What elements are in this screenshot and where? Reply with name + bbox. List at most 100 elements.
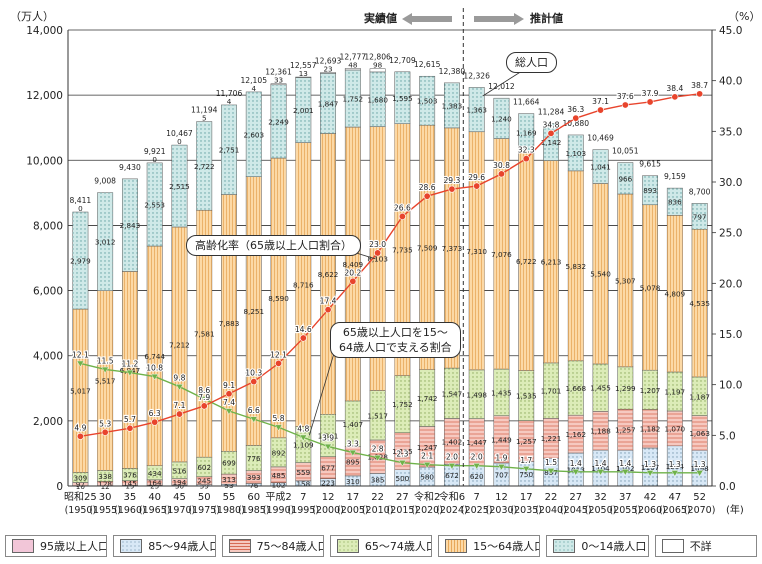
bar-value-label: 2,603 <box>243 130 264 139</box>
line-value-label: 2.0 <box>446 453 458 462</box>
line-point <box>76 360 85 368</box>
line-point <box>646 470 654 477</box>
bar-total-label: 12,777 <box>340 52 367 61</box>
x-tick-year-label: (1950) <box>65 505 97 516</box>
x-tick-year-label: (2030) <box>486 505 518 516</box>
bar-segment-pattern <box>394 71 411 124</box>
bar-segment-pattern <box>171 478 188 486</box>
bar-segment <box>369 68 386 73</box>
bar-segment-pattern <box>419 467 435 486</box>
bar-value-label: 8,622 <box>318 270 339 279</box>
bar-value-label: 8,251 <box>243 307 264 316</box>
bar-segment-pattern <box>667 371 683 411</box>
bar-segment-pattern <box>270 84 287 159</box>
x-tick-year-label: (2010) <box>362 505 394 516</box>
x-tick-year-label: (2020) <box>411 505 443 516</box>
bar-value-label: 4 <box>227 97 232 106</box>
x-tick-year-label: (1995) <box>288 505 320 516</box>
x-tick-year-label: (1960) <box>114 505 146 516</box>
bar-segment-pattern <box>345 69 361 128</box>
bar-total-label: 12,326 <box>463 71 490 80</box>
x-tick-label: 55 <box>223 492 236 503</box>
bar-value-label: 797 <box>693 212 707 221</box>
bar-segment-pattern <box>270 437 287 467</box>
line-point <box>497 170 505 178</box>
bar-segment-pattern <box>469 369 485 419</box>
aging-rate-label: 高齢化率（65歳以上人口割合） <box>195 239 352 252</box>
bar-segment-pattern <box>270 158 287 438</box>
bar-value-label: 6,722 <box>516 257 537 266</box>
line-value-label: 30.8 <box>493 161 510 170</box>
line-point <box>646 98 654 106</box>
bar-segment-pattern <box>295 142 311 427</box>
x-tick-year-label: (2055) <box>610 505 642 516</box>
bar-segment-pattern <box>97 470 113 482</box>
bar-value-label: 1167 <box>641 463 659 472</box>
bar-value-label: 309 <box>74 473 88 482</box>
bar-value-label: 223 <box>321 478 335 487</box>
bar-value-label: 145 <box>123 479 137 488</box>
line-point <box>522 155 530 163</box>
x-tick-year-label: (2060) <box>634 505 666 516</box>
line-point <box>250 378 258 386</box>
bar-value-label: 4,809 <box>665 290 686 299</box>
x-tick-year-label: (2035) <box>510 505 542 516</box>
bar-segment-pattern <box>642 175 658 205</box>
x-tick-label: 47 <box>668 492 681 503</box>
x-tick-label: 令和2 <box>414 490 440 503</box>
bar-segment-pattern <box>196 457 212 477</box>
bar-total-label: 11,284 <box>538 107 565 116</box>
bar-segment-pattern <box>270 482 287 486</box>
bar-value-label: 1,503 <box>417 97 438 106</box>
line-point <box>547 129 555 137</box>
series-line <box>80 362 700 474</box>
y2-tick-label: 0.0 <box>719 481 736 493</box>
bar-value-label: 310 <box>346 477 360 486</box>
line-point <box>200 402 208 410</box>
bar-value-label: 5,517 <box>95 377 116 386</box>
y2-tick-label: 30.0 <box>719 177 742 189</box>
bar-segment-pattern <box>543 160 559 363</box>
bar-value-label: 1,103 <box>565 149 586 158</box>
axes-layer: 0 2,000 4,000 6,000 8,000 10,000 12,000 14,000 0… <box>26 8 744 516</box>
projected-arrow-shaft <box>474 16 514 22</box>
bar-segment-pattern <box>122 468 138 481</box>
bar-value-label: 1,752 <box>392 400 413 409</box>
line-point <box>76 432 84 440</box>
bar-total-label: 10,469 <box>587 134 614 143</box>
bar-value-label: 7,509 <box>417 243 438 252</box>
line-value-label: 38.4 <box>666 84 683 93</box>
bar-segment-pattern <box>493 462 510 486</box>
bar-total-label: 9,159 <box>664 172 686 181</box>
support-ratio-label-line2: 64歳人口で支える割合 <box>339 341 452 354</box>
bar-value-label: 194 <box>173 478 187 487</box>
bar-value-label: 1234 <box>666 462 685 471</box>
bar-segment <box>344 68 361 71</box>
bar-value-label: 8,716 <box>293 281 314 290</box>
bar-total-label: 11,706 <box>216 89 243 98</box>
bar-value-label: 1,187 <box>689 392 710 401</box>
bar-value-label: 1,742 <box>417 394 438 403</box>
bar-value-label: 1,680 <box>367 95 388 104</box>
x-tick-label: 30 <box>99 492 112 503</box>
line-point <box>349 449 357 457</box>
projected-values-label: 推計値 <box>530 12 563 25</box>
bar-value-label: 1,668 <box>565 384 586 393</box>
legend-item-0-14: 0～14歳人口 <box>546 535 649 557</box>
legend-label-65-74: 65～74歳人口 <box>364 540 433 553</box>
bar-segment-pattern <box>691 229 708 377</box>
line-point <box>696 90 704 98</box>
y2-tick-label: 5.0 <box>719 430 736 442</box>
line-value-label: 7.4 <box>223 398 235 407</box>
line-value-label: 4.9 <box>74 423 86 432</box>
legend-swatch-15-64 <box>445 539 468 553</box>
bar-segment-pattern <box>493 98 510 139</box>
bar-segment-pattern <box>419 76 435 126</box>
bar-segment <box>320 72 337 74</box>
bar-segment <box>270 83 287 86</box>
bar-value-label: 1,701 <box>541 387 562 396</box>
bar-segment-pattern <box>97 290 113 471</box>
bar-total-label: 10,880 <box>562 119 589 128</box>
line-value-label: 29.3 <box>443 176 460 185</box>
